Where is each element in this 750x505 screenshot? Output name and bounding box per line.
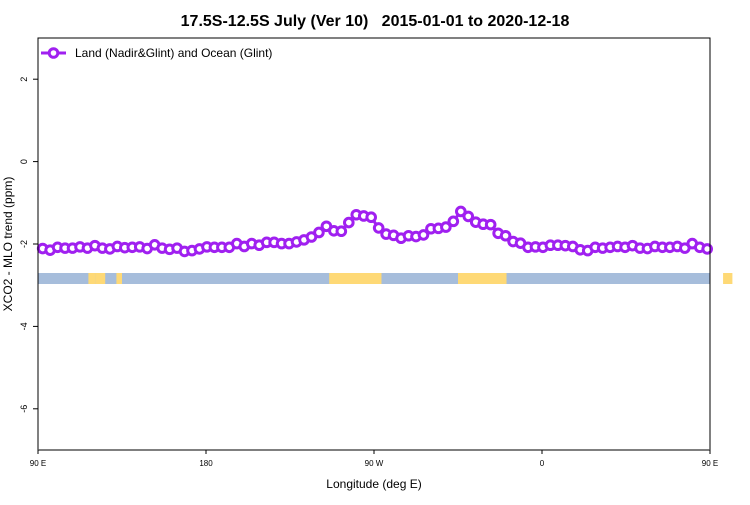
data-point (499, 229, 512, 242)
x-tick-label: 180 (199, 459, 213, 468)
data-points (36, 205, 714, 258)
data-point (447, 215, 460, 228)
data-point (313, 226, 325, 239)
data-point (343, 216, 355, 229)
y-tick-label: 2 (19, 77, 29, 82)
land-segment (329, 273, 382, 284)
land-segment (723, 273, 731, 284)
data-point (701, 243, 714, 255)
y-tick-label: -4 (19, 322, 29, 330)
x-tick-label: 0 (540, 459, 545, 468)
land-segment (458, 273, 507, 284)
data-point (417, 229, 430, 241)
legend-marker-icon (47, 47, 60, 59)
data-point (462, 210, 475, 223)
x-axis-label: Longitude (deg E) (326, 477, 421, 491)
data-point (365, 211, 378, 224)
legend: Land (Nadir&Glint) and Ocean (Glint) (41, 46, 272, 60)
land-segment (95, 273, 106, 284)
data-point (484, 218, 497, 231)
data-point (372, 222, 385, 234)
y-axis: 2 0 -2 -4 -6 (19, 77, 38, 413)
chart-title: 17.5S-12.5S July (Ver 10) 2015-01-01 to … (181, 13, 570, 30)
y-tick-label: -6 (19, 405, 29, 413)
land-ocean-strip (38, 273, 733, 284)
x-tick-label: 90 E (30, 459, 46, 468)
land-segment (728, 273, 733, 284)
y-tick-label: 0 (19, 159, 29, 164)
land-segment (116, 273, 122, 284)
data-point (440, 221, 452, 233)
x-tick-label: 90 W (365, 459, 384, 468)
legend-label: Land (Nadir&Glint) and Ocean (Glint) (75, 46, 272, 60)
y-tick-label: -2 (19, 240, 29, 248)
data-point (335, 225, 348, 238)
x-tick-label: 90 E (702, 459, 718, 468)
land-segment (88, 273, 96, 284)
data-point (455, 205, 467, 218)
y-axis-label: XCO2 - MLO trend (ppm) (1, 177, 15, 312)
